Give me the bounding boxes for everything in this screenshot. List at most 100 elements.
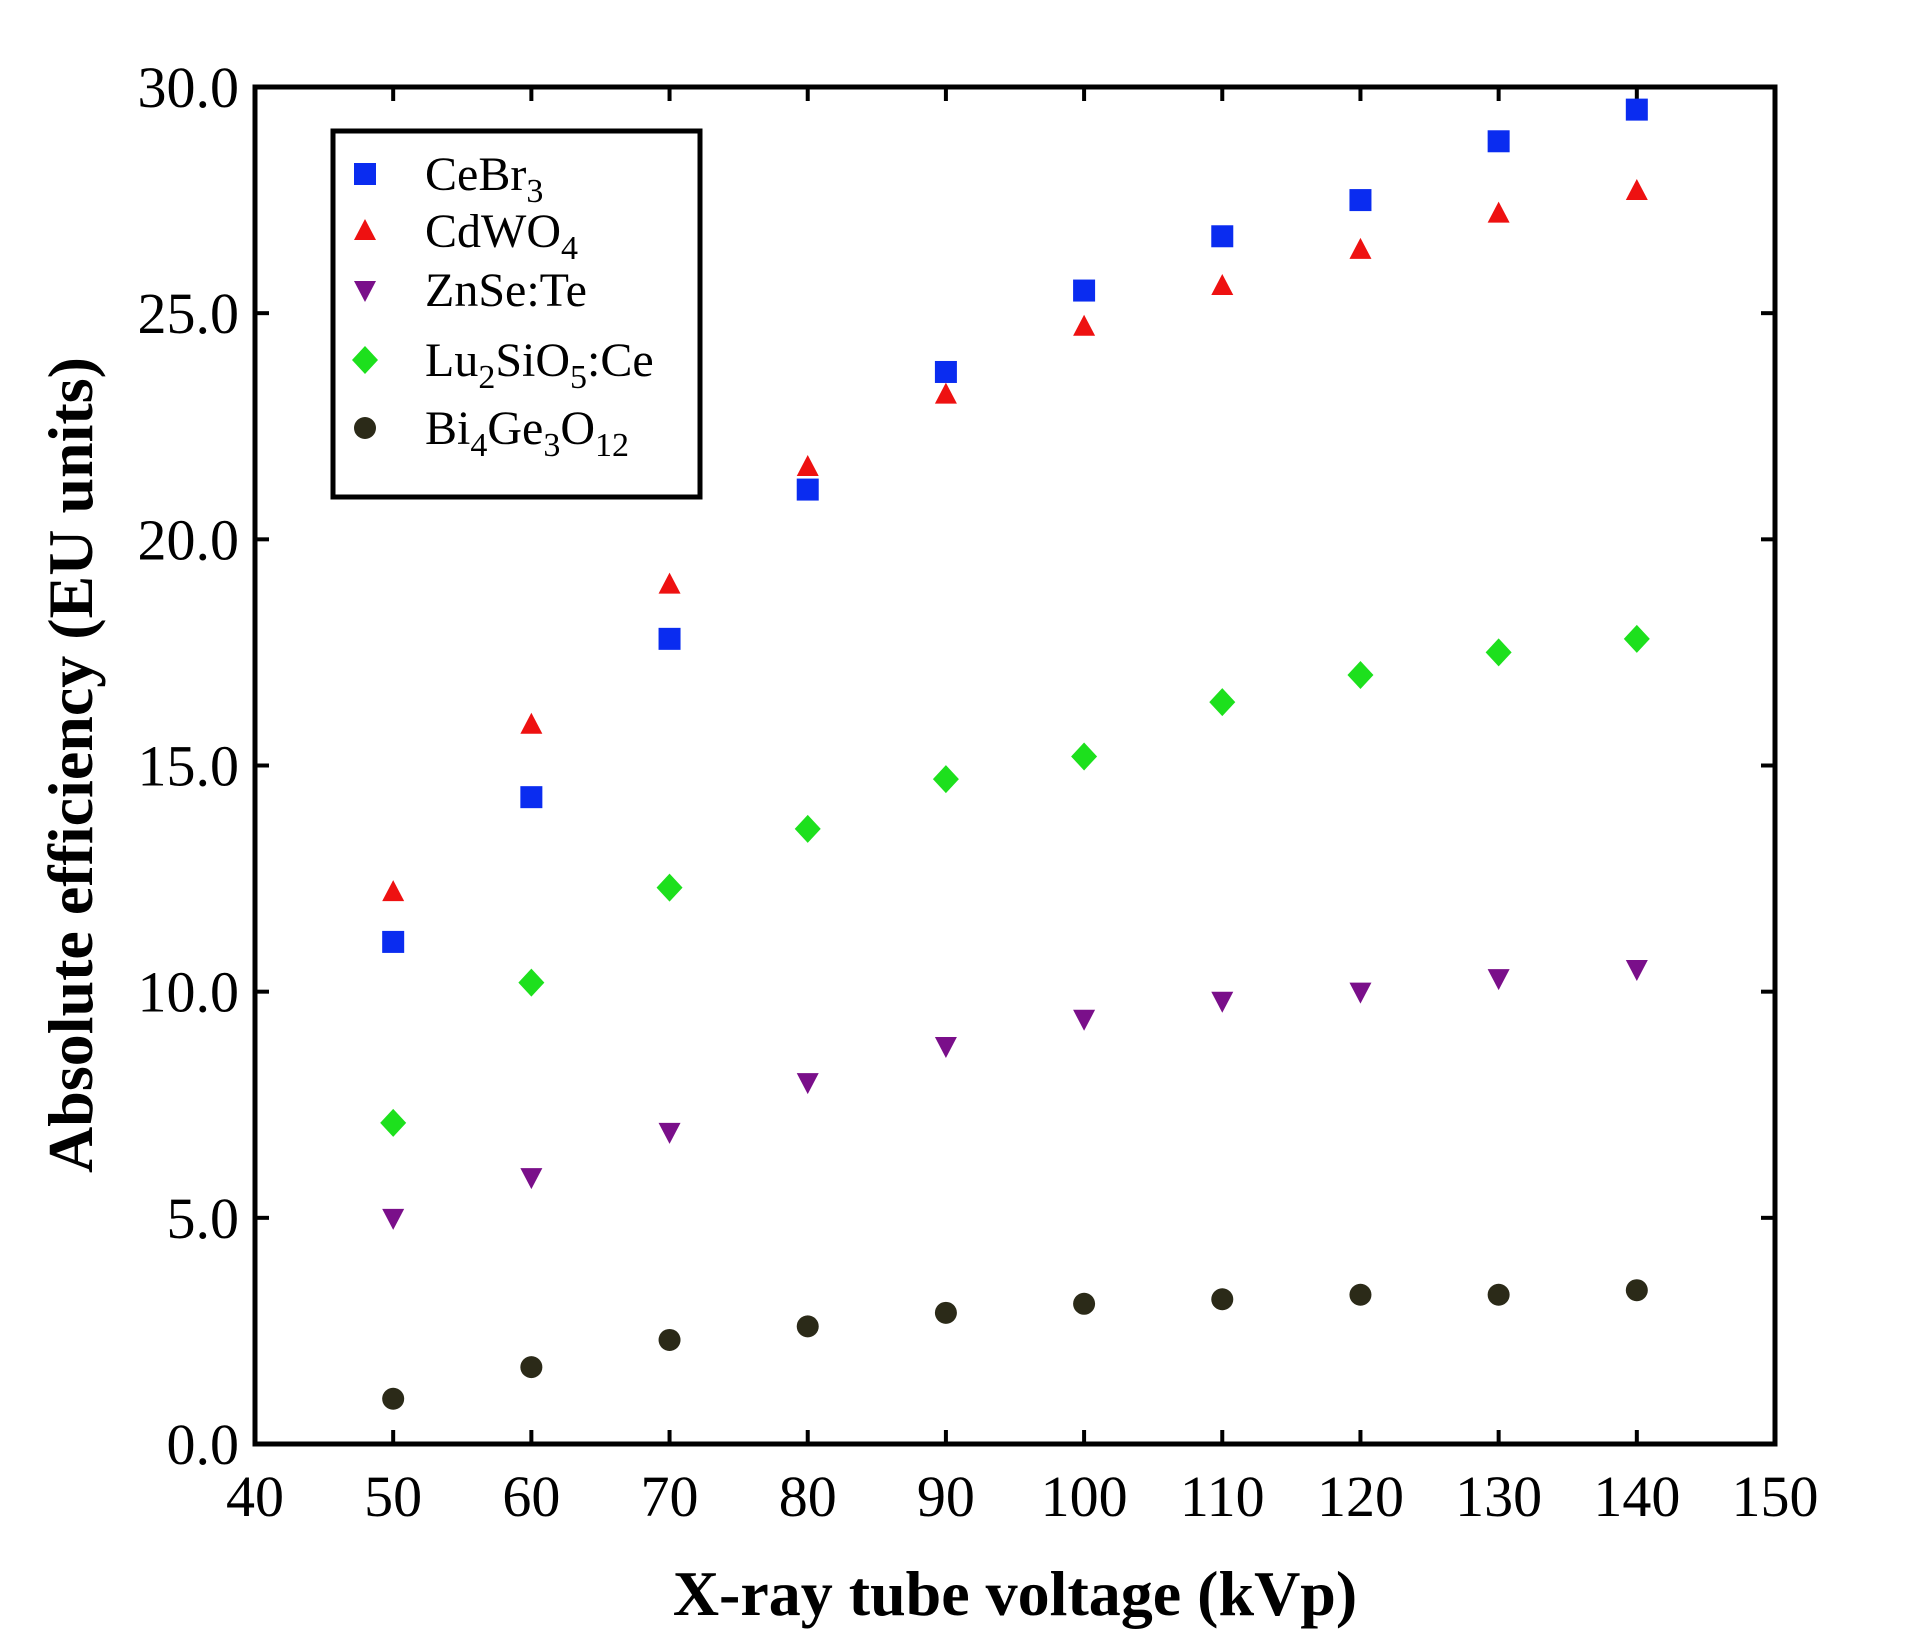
point-lu2sio5-ce bbox=[1071, 742, 1098, 771]
y-tick-label: 0.0 bbox=[167, 1412, 240, 1477]
point-znse-te bbox=[1349, 982, 1372, 1004]
legend-marker-lu2sio5-ce bbox=[352, 346, 378, 374]
point-lu2sio5-ce bbox=[1347, 661, 1374, 690]
point-znse-te bbox=[934, 1036, 957, 1058]
legend-label-cebr3: CeBr3 bbox=[425, 148, 543, 210]
point-cebr3 bbox=[520, 786, 543, 809]
point-cdwo4 bbox=[382, 880, 405, 902]
x-tick-label: 140 bbox=[1593, 1464, 1680, 1529]
x-tick-label: 110 bbox=[1180, 1464, 1265, 1529]
point-cebr3 bbox=[658, 627, 681, 650]
y-tick-label: 25.0 bbox=[138, 281, 240, 346]
legend-label-cdwo4: CdWO4 bbox=[425, 205, 578, 267]
point-bi4ge3o12 bbox=[1211, 1288, 1234, 1311]
point-bi4ge3o12 bbox=[382, 1387, 405, 1410]
point-cebr3 bbox=[1211, 225, 1234, 248]
point-lu2sio5-ce bbox=[656, 873, 683, 902]
legend-label-subscript: 5 bbox=[570, 359, 587, 396]
point-lu2sio5-ce bbox=[1623, 624, 1650, 653]
point-bi4ge3o12 bbox=[658, 1328, 681, 1351]
legend-label-text: :Ce bbox=[587, 334, 654, 387]
x-axis-title: X-ray tube voltage (kVp) bbox=[673, 1558, 1357, 1629]
x-tick-label: 50 bbox=[364, 1464, 422, 1529]
point-cebr3 bbox=[796, 478, 819, 501]
point-cdwo4 bbox=[1211, 274, 1234, 296]
x-tick-label: 90 bbox=[917, 1464, 975, 1529]
point-bi4ge3o12 bbox=[1487, 1283, 1510, 1306]
legend-label-text: CeBr bbox=[425, 148, 526, 201]
point-cebr3 bbox=[382, 930, 405, 953]
point-cebr3 bbox=[1349, 189, 1372, 212]
legend-label-text: Ge bbox=[487, 402, 543, 455]
point-znse-te bbox=[1073, 1009, 1096, 1031]
point-cdwo4 bbox=[1625, 179, 1648, 201]
point-lu2sio5-ce bbox=[1485, 638, 1512, 667]
point-bi4ge3o12 bbox=[934, 1301, 957, 1324]
tick-labels: 40 50 60 70 80 90 100 110 120 130 140 150 0.0 5.0 10.0… bbox=[138, 55, 1819, 1529]
point-cebr3 bbox=[1625, 98, 1648, 121]
legend-label-text: SiO bbox=[495, 334, 570, 387]
x-tick-label: 40 bbox=[226, 1464, 284, 1529]
axis-ticks bbox=[253, 85, 1777, 1446]
legend-label-subscript: 3 bbox=[543, 427, 560, 464]
x-tick-label: 130 bbox=[1455, 1464, 1542, 1529]
legend-label-bi4ge3o12: Bi4Ge3O12 bbox=[425, 402, 629, 464]
x-tick-label: 150 bbox=[1732, 1464, 1819, 1529]
point-znse-te bbox=[796, 1073, 819, 1095]
legend-label-text: CdWO bbox=[425, 205, 561, 258]
x-tick-label: 60 bbox=[502, 1464, 560, 1529]
legend-marker-znse-te bbox=[354, 281, 376, 302]
point-cdwo4 bbox=[1349, 237, 1372, 259]
legend-marker-bi4ge3o12 bbox=[354, 417, 376, 439]
point-lu2sio5-ce bbox=[794, 814, 821, 843]
legend-label-text: Bi bbox=[425, 402, 470, 455]
y-tick-label: 10.0 bbox=[138, 960, 240, 1025]
point-cdwo4 bbox=[934, 382, 957, 404]
point-znse-te bbox=[520, 1168, 543, 1190]
point-cdwo4 bbox=[520, 712, 543, 734]
point-znse-te bbox=[1625, 960, 1648, 982]
legend-label-subscript: 12 bbox=[595, 427, 629, 464]
point-bi4ge3o12 bbox=[1349, 1283, 1372, 1306]
legend-label-lu2sio5-ce: Lu2SiO5:Ce bbox=[425, 334, 654, 396]
point-bi4ge3o12 bbox=[520, 1356, 543, 1379]
point-cebr3 bbox=[1487, 130, 1510, 153]
x-tick-label: 120 bbox=[1317, 1464, 1404, 1529]
legend-label-subscript: 4 bbox=[561, 230, 578, 267]
x-tick-label: 100 bbox=[1041, 1464, 1128, 1529]
y-tick-label: 5.0 bbox=[167, 1186, 240, 1251]
legend-label-subscript: 2 bbox=[478, 359, 495, 396]
point-lu2sio5-ce bbox=[932, 765, 959, 794]
point-lu2sio5-ce bbox=[380, 1108, 407, 1137]
legend-label-subscript: 3 bbox=[526, 173, 543, 210]
point-bi4ge3o12 bbox=[1073, 1292, 1096, 1315]
point-cebr3 bbox=[934, 360, 957, 383]
point-cdwo4 bbox=[796, 454, 819, 476]
legend-label-text: Lu bbox=[425, 334, 478, 387]
y-tick-label: 20.0 bbox=[138, 507, 240, 572]
y-tick-label: 15.0 bbox=[138, 734, 240, 799]
legend-label-text: ZnSe:Te bbox=[425, 264, 587, 317]
point-lu2sio5-ce bbox=[518, 968, 545, 997]
point-znse-te bbox=[1211, 991, 1234, 1013]
point-cdwo4 bbox=[1487, 201, 1510, 223]
x-tick-label: 70 bbox=[641, 1464, 699, 1529]
point-znse-te bbox=[1487, 969, 1510, 991]
point-cdwo4 bbox=[658, 572, 681, 594]
legend-label-text: O bbox=[560, 402, 595, 455]
legend-marker-cebr3 bbox=[354, 163, 376, 185]
y-tick-label: 30.0 bbox=[138, 55, 240, 120]
point-znse-te bbox=[658, 1122, 681, 1144]
legend-label-znse-te: ZnSe:Te bbox=[425, 264, 587, 317]
legend-marker-cdwo4 bbox=[354, 219, 376, 240]
y-axis-title: Absolute efficiency (EU units) bbox=[35, 357, 106, 1173]
point-znse-te bbox=[382, 1208, 405, 1230]
data-points bbox=[380, 98, 1650, 1410]
legend-label-subscript: 4 bbox=[470, 427, 487, 464]
point-cebr3 bbox=[1073, 279, 1096, 302]
x-tick-label: 80 bbox=[779, 1464, 837, 1529]
point-bi4ge3o12 bbox=[1625, 1279, 1648, 1302]
